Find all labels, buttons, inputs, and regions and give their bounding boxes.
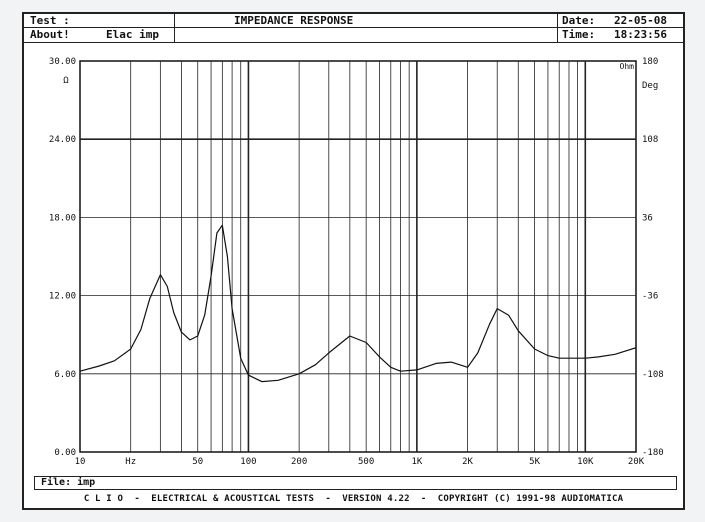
- file-box: File: imp: [34, 476, 677, 490]
- y-tick-label-left: 6.00: [54, 370, 76, 380]
- y-tick-label-right: -180: [642, 448, 664, 458]
- about-value: Elac imp: [106, 28, 159, 41]
- y-tick-label-left: 0.00: [54, 448, 76, 458]
- x-tick-label: 20K: [628, 457, 645, 467]
- y-tick-label-left: 18.00: [49, 213, 76, 223]
- x-tick-label: 50: [192, 457, 203, 467]
- y-tick-label-left: 12.00: [49, 292, 76, 302]
- y-axis-label-right: Deg: [642, 81, 658, 91]
- x-tick-label: 200: [291, 457, 307, 467]
- time-value: 18:23:56: [614, 28, 667, 41]
- date-label: Date:: [562, 14, 596, 27]
- y-axis-label-left: Ω: [63, 76, 69, 86]
- x-tick-label: 500: [358, 457, 374, 467]
- impedance-curve: [79, 224, 637, 383]
- file-label-text: File: imp: [41, 477, 95, 488]
- test-label: Test :: [30, 14, 70, 27]
- y-tick-label-left: 24.00: [49, 135, 76, 145]
- date-value: 22-05-08: [614, 14, 667, 27]
- axes: 0.00 6.00 12.00 18.00 24.00 30.00 -180 -108 -36 3…: [49, 57, 664, 467]
- y-tick-label-right: 36: [642, 213, 653, 223]
- y-tick-label-right: -108: [642, 370, 664, 380]
- series-layer: [79, 224, 637, 383]
- clio-window: Test : IMPEDANCE RESPONSE Date: 22-05-08…: [22, 12, 685, 510]
- y-tick-label-right: 108: [642, 135, 658, 145]
- header-bar: Test : IMPEDANCE RESPONSE Date: 22-05-08…: [24, 14, 683, 43]
- header-divider-left: [174, 14, 175, 42]
- about-label: About!: [30, 28, 70, 41]
- header-divider-right: [557, 14, 558, 42]
- y-tick-label-right: 180: [642, 57, 658, 67]
- header-row-divider: [24, 27, 683, 28]
- file-value: imp: [77, 477, 96, 488]
- file-label: File:: [41, 477, 72, 488]
- x-tick-label: 10: [75, 457, 86, 467]
- plot-area: [79, 60, 637, 453]
- x-tick-label: 1K: [411, 457, 422, 467]
- y-tick-label-right: -36: [642, 292, 658, 302]
- impedance-chart: 0.00 6.00 12.00 18.00 24.00 30.00 -180 -108 -36 3…: [49, 57, 664, 467]
- x-tick-label: Hz: [125, 457, 136, 467]
- grid: [79, 60, 637, 453]
- x-tick-label: 10K: [577, 457, 594, 467]
- x-tick-label: 100: [240, 457, 256, 467]
- ohm-marker: Ohm: [620, 62, 635, 71]
- x-tick-label: 2K: [462, 457, 473, 467]
- chart-title: IMPEDANCE RESPONSE: [234, 14, 354, 27]
- x-tick-label: 5K: [529, 457, 540, 467]
- time-label: Time:: [562, 28, 596, 41]
- footer-copyright: C L I O - ELECTRICAL & ACOUSTICAL TESTS …: [83, 494, 624, 504]
- y-tick-label-left: 30.00: [49, 57, 76, 67]
